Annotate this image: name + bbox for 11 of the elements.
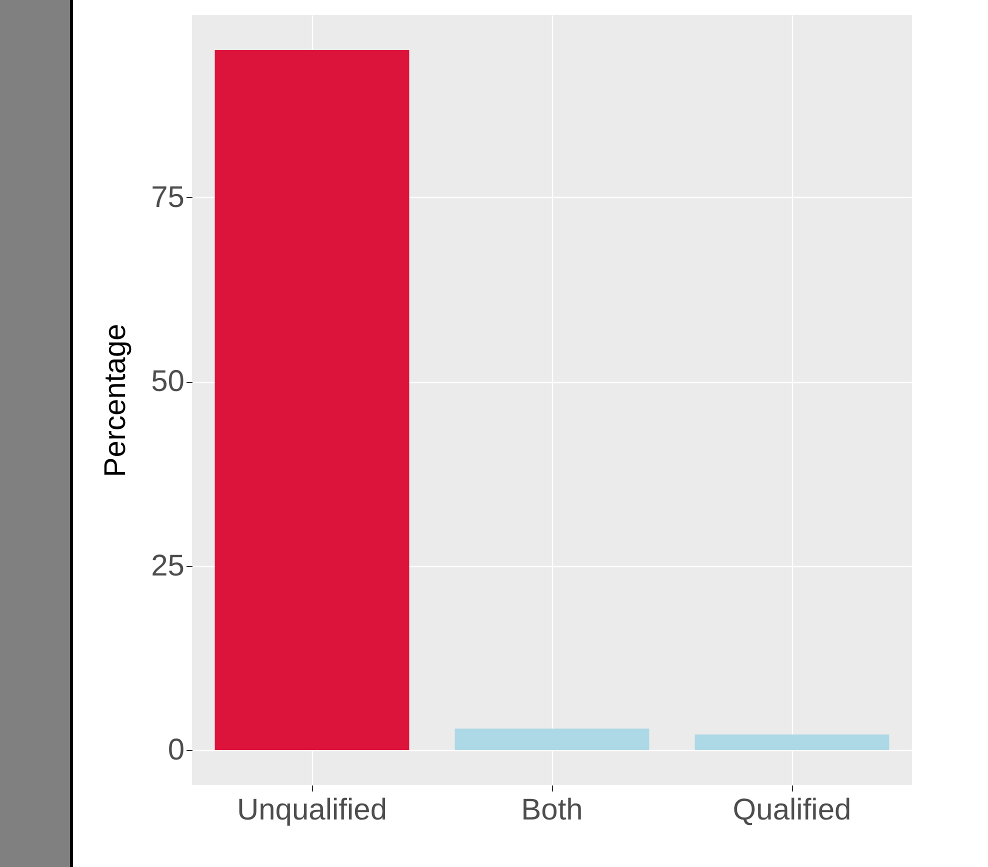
bar xyxy=(214,50,410,750)
x-tick-label: Both xyxy=(521,794,583,826)
y-tick-label: 0 xyxy=(168,734,184,766)
x-tick-label: Qualified xyxy=(732,794,852,826)
bar xyxy=(454,728,650,750)
y-axis-title: Percentage xyxy=(99,324,132,478)
x-tick-label: Unqualified xyxy=(236,794,388,826)
y-tick-label: 75 xyxy=(151,180,184,214)
y-tick-label: 25 xyxy=(151,549,184,582)
y-tick-label: 50 xyxy=(151,365,184,398)
bar xyxy=(694,734,890,750)
